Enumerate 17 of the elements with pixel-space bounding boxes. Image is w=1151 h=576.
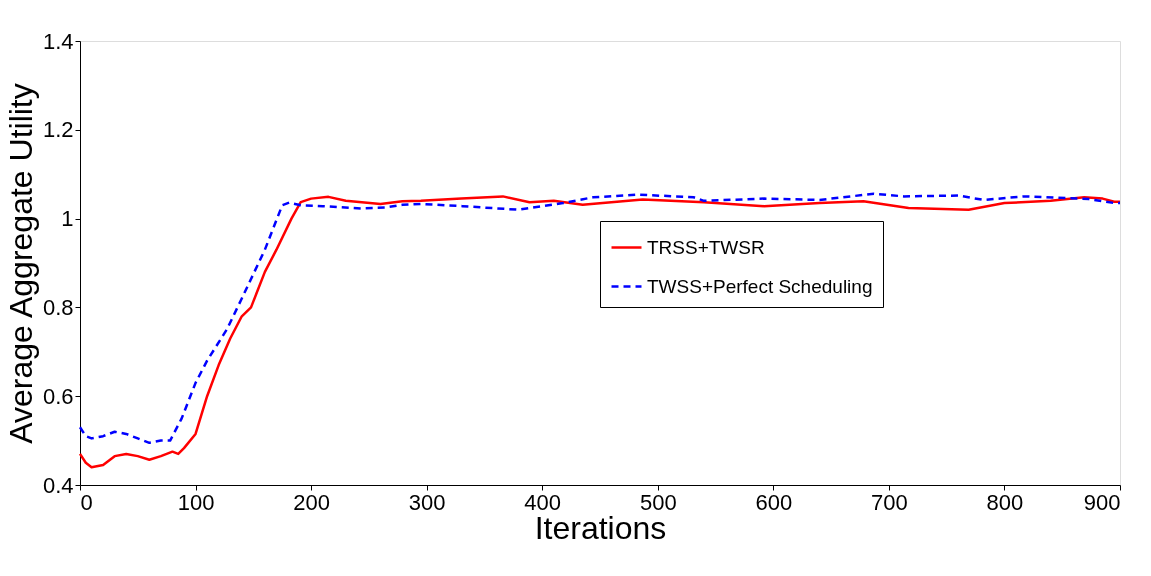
y-tick-label: 0.4 bbox=[42, 472, 74, 498]
x-tick-label: 100 bbox=[177, 489, 215, 515]
y-tick-label: 1 bbox=[61, 206, 74, 232]
y-tick-label: 0.8 bbox=[42, 294, 74, 320]
legend-label: TRSS+TWSR bbox=[647, 236, 765, 258]
x-tick-label: 700 bbox=[871, 489, 908, 515]
y-tick-label: 1.2 bbox=[42, 117, 74, 143]
x-tick-label: 0 bbox=[80, 489, 93, 515]
x-tick-label: 200 bbox=[293, 489, 330, 515]
y-tick-label: 1.4 bbox=[42, 28, 74, 54]
legend-label: TWSS+Perfect Scheduling bbox=[647, 275, 873, 297]
y-axis-title: Average Aggregate Utility bbox=[2, 83, 39, 444]
x-tick-label: 600 bbox=[755, 489, 793, 515]
x-tick-label: 300 bbox=[408, 489, 446, 515]
x-tick-label: 900 bbox=[1083, 489, 1121, 515]
x-tick-label: 800 bbox=[986, 489, 1024, 515]
y-tick-label: 0.6 bbox=[42, 383, 74, 409]
